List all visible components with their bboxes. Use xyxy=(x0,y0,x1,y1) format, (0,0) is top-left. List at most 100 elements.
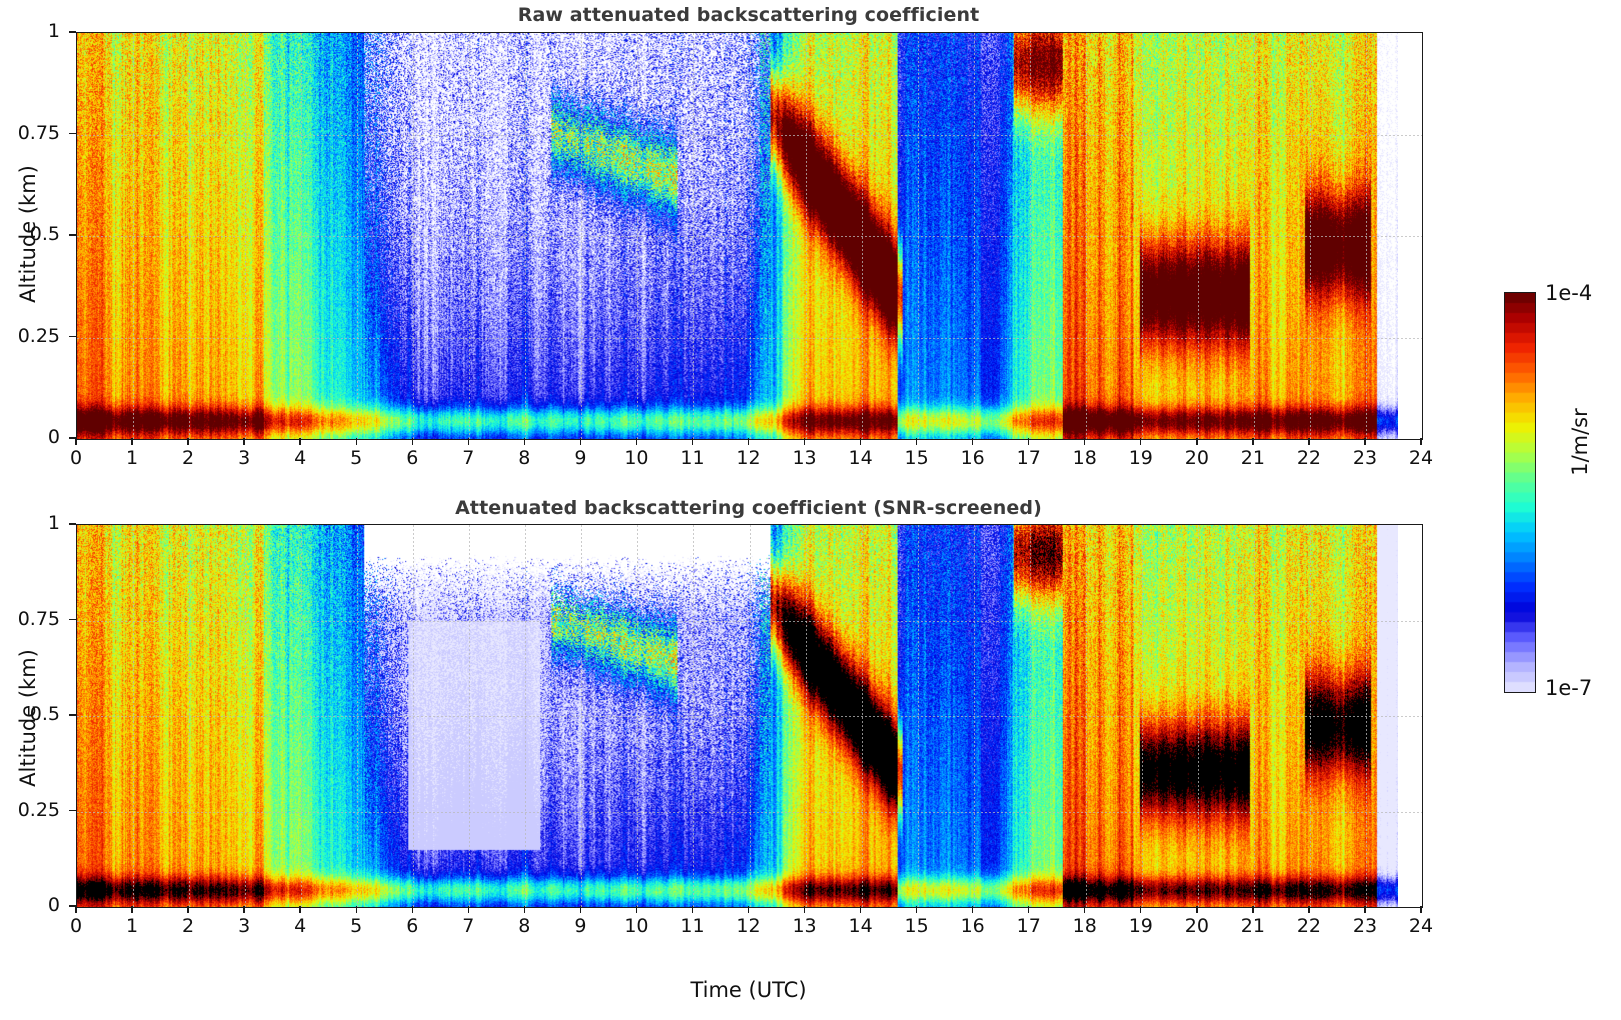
x-tick-label: 18 xyxy=(1072,447,1097,469)
x-tick xyxy=(1308,438,1310,445)
x-tick-label: 6 xyxy=(406,447,419,469)
x-tick-label: 6 xyxy=(406,915,419,937)
panel-title-screened: Attenuated backscattering coefficient (S… xyxy=(455,497,1042,519)
x-tick-label: 20 xyxy=(1184,447,1209,469)
y-tick xyxy=(69,809,76,812)
x-tick xyxy=(467,906,469,913)
x-tick xyxy=(803,438,806,445)
x-tick xyxy=(1140,438,1142,445)
x-tick xyxy=(579,906,582,913)
y-tick xyxy=(69,523,76,525)
colorbar-max-label: 1e-4 xyxy=(1545,281,1593,305)
y-tick xyxy=(69,714,76,716)
x-tick xyxy=(859,906,862,913)
colorbar-min-label: 1e-7 xyxy=(1545,676,1593,700)
x-tick-label: 24 xyxy=(1408,915,1434,937)
x-tick-label: 0 xyxy=(69,915,83,937)
x-tick xyxy=(523,438,526,445)
x-tick-label: 9 xyxy=(574,915,587,937)
x-tick-label: 24 xyxy=(1408,447,1434,469)
y-axis-label-screened: Altitude (km) xyxy=(16,649,40,787)
y-tick xyxy=(69,31,76,33)
x-tick xyxy=(1196,906,1198,913)
x-tick-label: 22 xyxy=(1296,915,1321,937)
y-tick-label: 1 xyxy=(47,20,60,42)
x-tick-label: 15 xyxy=(904,915,929,937)
x-tick-label: 16 xyxy=(960,915,985,937)
x-tick xyxy=(747,906,750,913)
x-tick xyxy=(1140,906,1142,913)
x-tick xyxy=(75,906,77,913)
x-tick xyxy=(691,906,694,913)
x-tick-label: 8 xyxy=(518,447,531,469)
x-tick-label: 7 xyxy=(462,447,475,469)
x-tick-label: 16 xyxy=(960,447,985,469)
no-data-region-screened xyxy=(1397,525,1422,907)
y-tick-label: 0.25 xyxy=(17,324,60,347)
x-tick xyxy=(1420,438,1422,445)
x-tick-label: 12 xyxy=(736,915,761,937)
x-tick-label: 23 xyxy=(1352,915,1378,937)
y-tick-label: 0.5 xyxy=(29,223,60,245)
x-tick xyxy=(131,438,133,445)
x-tick xyxy=(1252,438,1254,445)
x-tick xyxy=(635,906,638,913)
y-tick-label: 0.5 xyxy=(29,703,60,725)
x-tick xyxy=(75,438,77,445)
x-tick xyxy=(691,438,694,445)
x-tick xyxy=(131,906,133,913)
x-tick xyxy=(635,438,638,445)
x-tick-label: 3 xyxy=(238,915,251,937)
x-tick xyxy=(187,438,189,445)
heatmap-image-screened xyxy=(77,525,1398,907)
y-tick-label: 0 xyxy=(47,894,60,916)
x-tick-label: 9 xyxy=(574,447,587,469)
y-tick-label: 0.75 xyxy=(17,121,60,144)
y-tick-label: 0.75 xyxy=(17,607,60,630)
x-tick-label: 13 xyxy=(792,447,817,469)
x-tick-label: 17 xyxy=(1016,447,1041,469)
y-tick-label: 0 xyxy=(47,426,60,448)
x-tick-label: 15 xyxy=(904,447,929,469)
x-tick xyxy=(411,906,413,913)
heatmap-panel-raw xyxy=(76,32,1423,440)
x-tick-label: 1 xyxy=(125,447,139,469)
y-tick xyxy=(69,905,76,907)
x-tick xyxy=(915,438,918,445)
x-tick xyxy=(467,438,469,445)
x-tick-label: 13 xyxy=(792,915,817,937)
x-tick xyxy=(243,906,245,913)
x-tick xyxy=(243,438,245,445)
heatmap-image-raw xyxy=(77,33,1398,439)
x-tick-label: 11 xyxy=(680,915,705,937)
x-tick xyxy=(1084,906,1086,913)
x-tick-label: 1 xyxy=(125,915,139,937)
y-tick-label: 0.25 xyxy=(17,798,60,821)
x-tick-label: 18 xyxy=(1072,915,1097,937)
x-tick xyxy=(1420,906,1422,913)
x-tick-label: 10 xyxy=(624,915,649,937)
x-tick-label: 23 xyxy=(1352,447,1378,469)
x-tick-label: 14 xyxy=(848,447,873,469)
x-tick-label: 4 xyxy=(294,915,307,937)
x-tick-label: 10 xyxy=(624,447,649,469)
heatmap-panel-screened xyxy=(76,524,1423,908)
x-tick xyxy=(1308,906,1310,913)
x-tick-label: 12 xyxy=(736,447,761,469)
x-tick-label: 22 xyxy=(1296,447,1321,469)
colorbar xyxy=(1504,292,1536,693)
x-tick xyxy=(355,438,357,445)
y-tick xyxy=(69,234,76,236)
y-axis-label-raw: Altitude (km) xyxy=(16,165,40,303)
y-tick xyxy=(69,335,76,338)
x-tick xyxy=(971,438,974,445)
x-tick-label: 5 xyxy=(350,915,363,937)
x-tick-label: 0 xyxy=(69,447,83,469)
x-tick xyxy=(1028,438,1030,445)
x-tick xyxy=(355,906,357,913)
x-tick xyxy=(579,438,582,445)
x-tick xyxy=(1196,438,1198,445)
x-tick-label: 20 xyxy=(1184,915,1209,937)
x-tick xyxy=(859,438,862,445)
x-tick-label: 11 xyxy=(680,447,705,469)
